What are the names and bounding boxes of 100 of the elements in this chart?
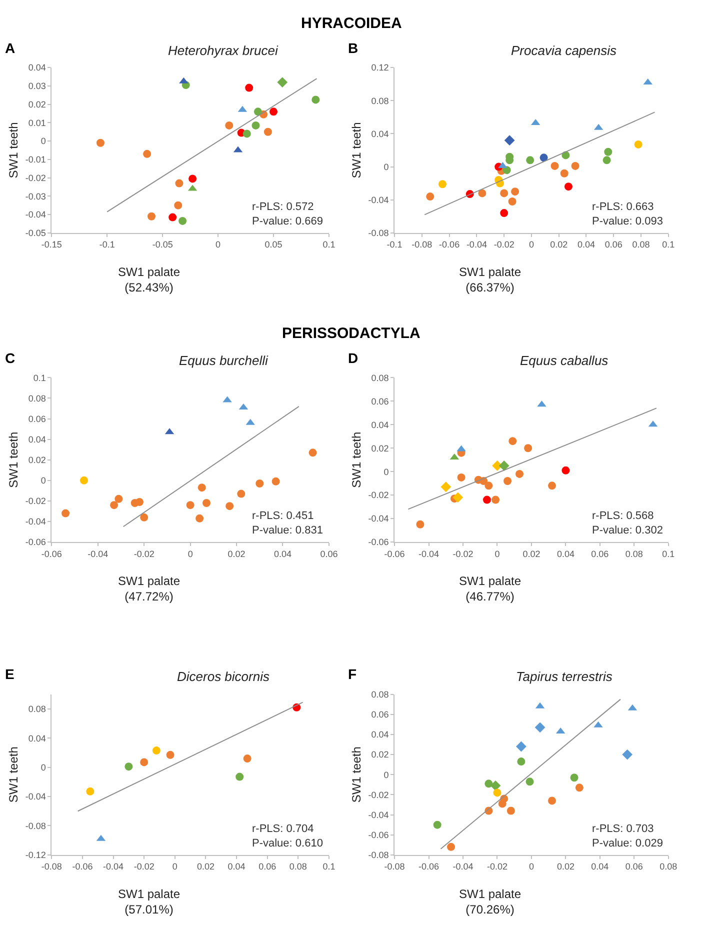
point <box>196 514 204 522</box>
point <box>114 494 123 503</box>
point <box>540 154 548 162</box>
annotation: r-PLS: 0.451 P-value: 0.831 <box>252 510 323 536</box>
x-tick-label: 0.08 <box>625 548 643 559</box>
point <box>526 156 534 164</box>
point <box>492 496 500 504</box>
y-tick-label: 0.02 <box>371 443 389 454</box>
y-tick-label: -0.01 <box>25 154 46 165</box>
x-tick-label: -0.04 <box>88 548 108 559</box>
point <box>202 499 210 507</box>
point <box>186 501 194 510</box>
y-tick-label: 0 <box>384 466 389 477</box>
annotation: r-PLS: 0.568 P-value: 0.302 <box>592 510 663 536</box>
y-tick-label: 0.06 <box>28 414 46 424</box>
point <box>188 174 197 183</box>
point <box>440 482 452 492</box>
point <box>254 108 262 116</box>
point <box>504 135 515 146</box>
y-tick-label: -0.04 <box>25 792 46 802</box>
x-axis-title: SW1 palate (66.37%) <box>459 265 522 295</box>
point <box>242 130 251 138</box>
annotation: r-PLS: 0.572 P-value: 0.669 <box>252 201 323 228</box>
point <box>447 842 456 851</box>
point <box>245 84 254 92</box>
y-tick-label: 0.06 <box>371 396 389 406</box>
point <box>243 754 252 763</box>
y-tick-label: 0.03 <box>28 81 46 92</box>
x-tick-label: 0.06 <box>258 862 276 872</box>
point <box>560 169 568 178</box>
point <box>515 470 524 478</box>
y-tick-label: 0 <box>40 136 46 146</box>
y-tick-label: -0.05 <box>25 228 46 238</box>
y-tick-label: 0.04 <box>28 733 46 744</box>
x-axis-title: SW1 palate (70.26%) <box>459 887 522 917</box>
y-tick-label: -0.12 <box>25 850 46 860</box>
point <box>548 482 556 490</box>
y-tick-label: 0.04 <box>371 128 389 139</box>
y-tick-label: -0.04 <box>25 210 46 220</box>
point <box>484 780 493 788</box>
text: E <box>5 666 14 682</box>
x-tick-label: -0.02 <box>486 862 508 872</box>
annotation: r-PLS: 0.703 P-value: 0.029 <box>592 823 663 850</box>
y-axis-title: SW1 teeth <box>6 432 21 488</box>
x-tick-label: 0.08 <box>660 862 678 872</box>
point <box>226 502 234 510</box>
y-tick-label: 0.12 <box>371 62 389 73</box>
y-tick-label: -0.06 <box>368 537 389 548</box>
y-tick-label: 0.1 <box>33 372 46 383</box>
x-tick-label: 0.04 <box>556 548 574 559</box>
y-tick-label: 0.08 <box>28 704 46 714</box>
point <box>570 774 578 782</box>
x-tick-label: 0.06 <box>625 862 643 872</box>
y-axis-title: SW1 teeth <box>350 746 364 803</box>
point <box>452 492 464 503</box>
point <box>511 188 520 196</box>
point <box>264 128 272 136</box>
y-tick-label: 0.04 <box>28 434 46 444</box>
point <box>198 484 206 492</box>
y-tick-label: 0.06 <box>371 710 389 720</box>
x-axis-title: SW1 palate (47.72%) <box>118 574 180 604</box>
x-tick-label: 0 <box>216 240 221 250</box>
x-tick-label: 0 <box>494 548 500 559</box>
y-tick-label: 0.08 <box>371 372 389 383</box>
chart-title: Heterohyrax brucei <box>168 43 279 58</box>
y-tick-label: -0.04 <box>368 810 389 820</box>
x-tick-label: 0.06 <box>604 240 622 250</box>
point <box>62 509 70 518</box>
point <box>86 787 94 796</box>
text: PERISSODACTYLA <box>282 325 421 342</box>
x-tick-label: -0.15 <box>41 240 62 250</box>
x-tick-label: -0.1 <box>386 240 402 250</box>
y-axis-title: SW1 teeth <box>6 746 21 803</box>
y-tick-label: -0.04 <box>25 516 46 527</box>
y-tick-label: -0.06 <box>25 537 46 548</box>
point <box>140 513 148 522</box>
chart-title: Equus burchelli <box>179 353 269 368</box>
text: B <box>348 40 358 56</box>
text: D <box>348 350 358 366</box>
point <box>562 466 570 474</box>
text: C <box>5 350 16 366</box>
x-tick-label: -0.04 <box>418 548 440 559</box>
point <box>508 437 517 446</box>
x-tick-label: -0.02 <box>494 240 514 250</box>
x-tick-label: 0.02 <box>522 548 540 559</box>
x-axis-title: SW1 palate (57.01%) <box>118 887 180 917</box>
point <box>135 498 144 506</box>
x-axis-title: SW1 palate (52.43%) <box>118 265 180 295</box>
y-tick-label: -0.04 <box>368 194 389 205</box>
x-tick-label: 0.04 <box>228 862 246 872</box>
point <box>416 520 424 528</box>
point <box>252 121 260 130</box>
x-tick-label: 0.1 <box>322 862 336 872</box>
point <box>534 722 546 733</box>
x-tick-label: 0 <box>528 240 534 250</box>
x-tick-label: 0.02 <box>228 548 246 559</box>
y-tick-label: 0.02 <box>28 455 46 466</box>
point <box>143 150 152 158</box>
point <box>110 501 118 510</box>
point <box>524 444 532 452</box>
